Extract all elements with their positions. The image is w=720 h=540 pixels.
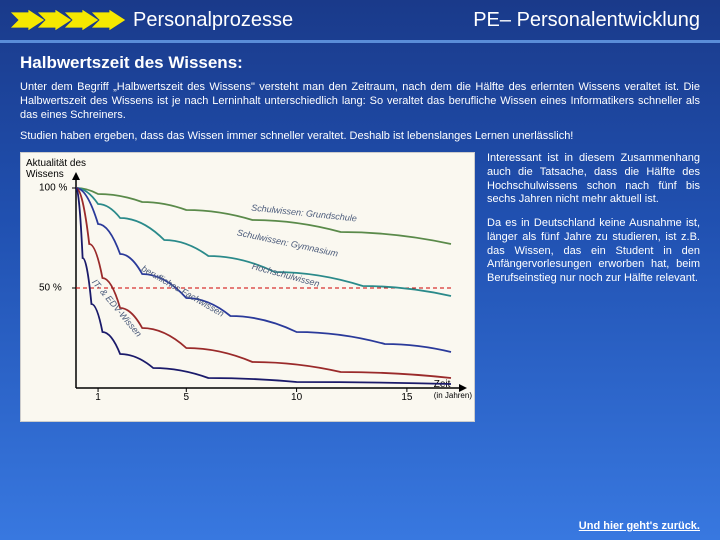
back-link[interactable]: Und hier geht's zurück. <box>579 520 700 532</box>
header-underline <box>0 40 720 43</box>
chart-ytick: 50 % <box>39 283 62 294</box>
intro-paragraph-1: Unter dem Begriff „Halbwertszeit des Wis… <box>20 81 700 122</box>
knowledge-halflife-chart: Aktualität desWissens Zeit(in Jahren) 10… <box>20 152 475 422</box>
chart-xtick: 15 <box>401 392 412 403</box>
chart-xtick: 1 <box>95 392 101 403</box>
chart-svg <box>21 153 476 423</box>
side-paragraph-2: Da es in Deutschland keine Ausnahme ist,… <box>487 217 700 286</box>
title-left: Personalprozesse <box>133 9 293 32</box>
side-paragraph-1: Interessant ist in diesem Zusammenhang a… <box>487 152 700 207</box>
chart-xtick: 5 <box>184 392 190 403</box>
header-bar: Personalprozesse PE– Personalentwicklung <box>0 0 720 40</box>
title-right: PE– Personalentwicklung <box>473 9 700 32</box>
content-row: Aktualität desWissens Zeit(in Jahren) 10… <box>20 152 700 422</box>
arrow-group <box>10 9 118 31</box>
intro-paragraph-2: Studien haben ergeben, dass das Wissen i… <box>20 130 700 144</box>
chart-xtick: 10 <box>291 392 302 403</box>
arrow-icon <box>91 9 126 31</box>
side-text: Interessant ist in diesem Zusammenhang a… <box>487 152 700 422</box>
page-heading: Halbwertszeit des Wissens: <box>20 53 700 73</box>
chart-ytick: 100 % <box>39 183 67 194</box>
